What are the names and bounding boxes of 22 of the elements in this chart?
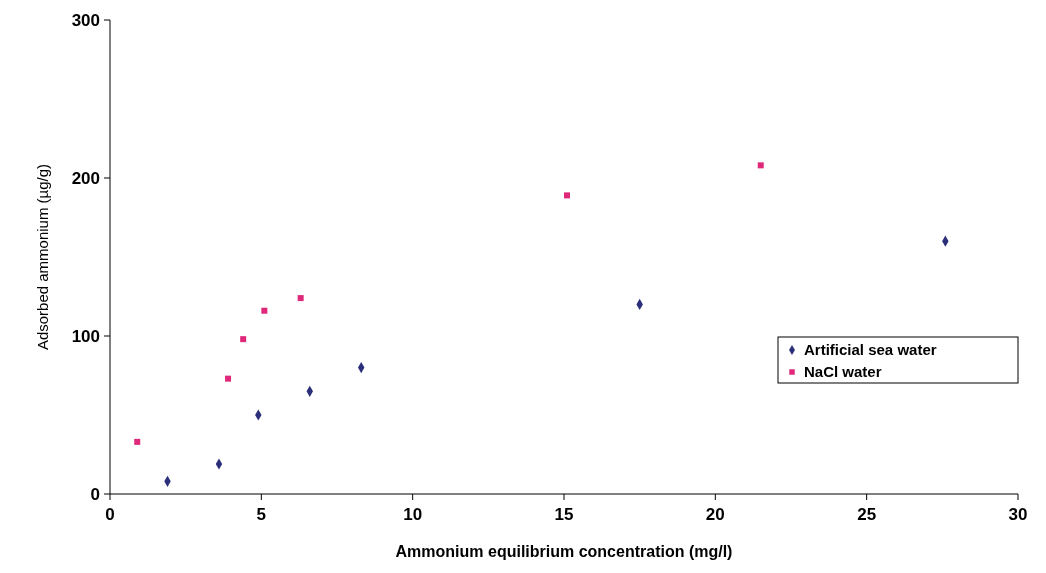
point — [297, 295, 304, 302]
x-tick-label: 30 — [1008, 505, 1028, 524]
point — [134, 438, 141, 445]
legend-label: NaCl water — [804, 363, 882, 381]
y-tick-label: 300 — [71, 10, 100, 30]
point — [757, 162, 764, 169]
x-axis-title: Ammonium equilibrium concentration (mg/l) — [395, 543, 733, 560]
point — [564, 192, 571, 199]
x-tick-label: 15 — [554, 505, 574, 524]
legend-label: Artificial sea water — [804, 341, 937, 359]
y-tick-label: 0 — [90, 484, 100, 504]
y-axis-title: Adsorbed ammonium (µg/g) — [34, 163, 51, 351]
point — [261, 307, 268, 314]
x-tick-label: 0 — [105, 505, 115, 524]
point — [240, 336, 247, 343]
x-tick-label: 5 — [256, 505, 267, 524]
y-tick-label: 100 — [71, 326, 100, 346]
y-tick-label: 200 — [71, 168, 100, 188]
point — [225, 375, 232, 382]
x-tick-label: 25 — [857, 505, 877, 524]
x-tick-label: 20 — [705, 505, 725, 524]
x-tick-label: 10 — [403, 505, 423, 524]
